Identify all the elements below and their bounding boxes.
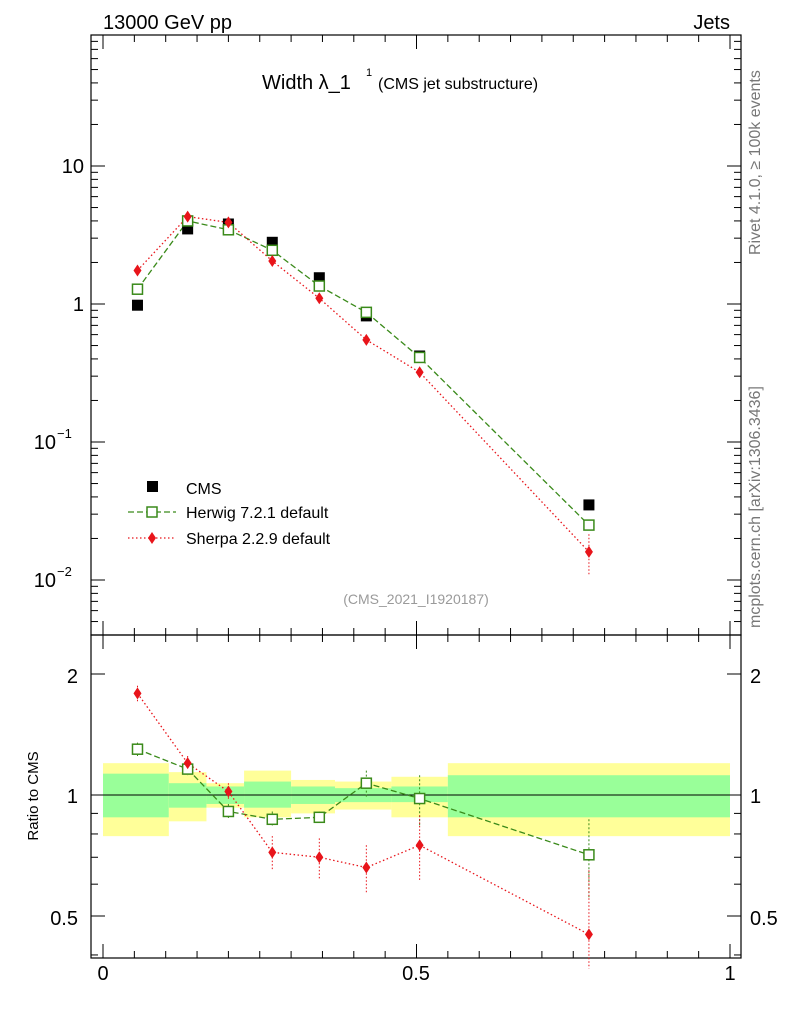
svg-text:0.5: 0.5	[50, 908, 78, 930]
sherpa-ratio-point	[268, 846, 277, 859]
plot-title: Width λ_1 1 (CMS jet substructure)	[262, 67, 538, 94]
sherpa-ratio-point	[133, 687, 142, 700]
sherpa-ratio-point	[362, 861, 371, 874]
y-tick-label-1: 1	[73, 294, 84, 316]
legend-sherpa-marker	[148, 532, 156, 544]
plot-title-subtitle: (CMS jet substructure)	[378, 76, 538, 93]
sherpa-point	[415, 366, 424, 379]
main-y-axis-ticks	[91, 40, 741, 623]
herwig-point	[313, 280, 326, 292]
herwig-ratio-line	[137, 748, 590, 856]
legend: CMS Herwig 7.2.1 default Sherpa 2.2.9 de…	[128, 481, 331, 548]
sherpa-ratio-point	[183, 757, 192, 770]
header-process-label: Jets	[693, 12, 730, 34]
cms-point	[131, 299, 143, 311]
rivet-version-label: Rivet 4.1.0, ≥ 100k events	[747, 70, 764, 255]
svg-text:−2: −2	[57, 564, 72, 579]
herwig-ratio-point	[222, 805, 235, 818]
cms-point	[313, 272, 325, 284]
ratio-y-axis-title: Ratio to CMS	[25, 751, 42, 840]
x-tick-label-0.5: 0.5	[402, 963, 430, 985]
svg-text:1: 1	[67, 786, 78, 808]
mcplots-reference-label: mcplots.cern.ch [arXiv:1306.3436]	[747, 386, 764, 628]
sherpa-point	[183, 210, 192, 223]
herwig-point	[266, 244, 279, 257]
sherpa-point	[133, 264, 142, 277]
sherpa-main-line	[137, 215, 590, 553]
herwig-point	[413, 351, 426, 364]
herwig-main-line	[136, 220, 590, 526]
herwig-ratio-point	[413, 792, 426, 805]
y-tick-label-1e-2: 10 −2	[34, 564, 72, 592]
x-tick-label-1: 1	[724, 963, 735, 985]
sherpa-ratio-point	[224, 785, 233, 798]
legend-sherpa-label: Sherpa 2.2.9 default	[186, 531, 331, 548]
legend-cms-marker	[147, 481, 158, 492]
legend-herwig-marker	[146, 506, 158, 518]
band-inner-7	[447, 775, 730, 818]
herwig-point	[583, 519, 595, 531]
sherpa-ratio-point	[315, 851, 324, 864]
svg-text:10: 10	[34, 570, 56, 592]
sherpa-point	[224, 216, 233, 229]
cms-point	[266, 236, 278, 248]
cms-point	[182, 223, 194, 235]
header-energy-label: 13000 GeV pp	[103, 12, 232, 34]
herwig-ratio-point	[360, 777, 373, 789]
analysis-id-watermark: (CMS_2021_I1920187)	[343, 591, 489, 607]
main-y-tick-labels: 10 1 10 −1 10 −2	[34, 156, 84, 592]
herwig-point	[131, 283, 144, 295]
svg-text:0.5: 0.5	[750, 908, 778, 930]
herwig-ratio-point	[313, 811, 326, 824]
x-tick-label-0: 0	[97, 963, 108, 985]
svg-text:10: 10	[34, 432, 56, 454]
svg-text:2: 2	[750, 666, 761, 688]
herwig-ratio-point	[583, 849, 595, 861]
sherpa-point	[362, 333, 371, 346]
main-plot-series	[131, 210, 595, 575]
x-axis-ticks	[102, 35, 731, 958]
ratio-y-tick-labels: 2 1 0.5 2 1 0.5	[50, 666, 778, 930]
sherpa-ratio-point	[415, 839, 424, 852]
legend-cms-label: CMS	[186, 481, 222, 498]
cms-point	[583, 499, 595, 511]
legend-herwig-label: Herwig 7.2.1 default	[186, 505, 329, 522]
x-tick-labels: 0 0.5 1	[97, 963, 735, 985]
herwig-ratio-point	[131, 743, 144, 755]
plot-title-superscript: 1	[366, 67, 372, 79]
sherpa-ratio-point	[584, 928, 593, 941]
herwig-point	[360, 306, 373, 319]
sherpa-point	[268, 254, 277, 267]
y-tick-label-1e-1: 10 −1	[34, 426, 72, 454]
ratio-y-axis-ticks	[91, 673, 741, 956]
svg-text:1: 1	[750, 786, 761, 808]
herwig-ratio-point	[266, 813, 279, 826]
plot-title-main: Width λ_1	[262, 72, 351, 94]
ratio-plot-series	[131, 685, 595, 969]
sherpa-point	[315, 292, 324, 305]
y-tick-label-10: 10	[62, 156, 84, 178]
svg-text:2: 2	[67, 666, 78, 688]
svg-text:−1: −1	[57, 426, 72, 441]
